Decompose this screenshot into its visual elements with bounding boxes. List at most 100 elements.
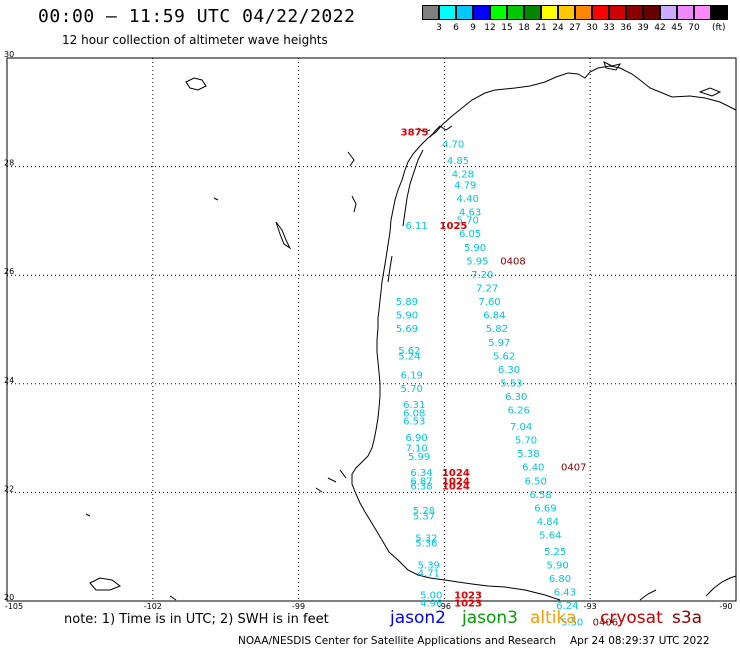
pass-time-label: 0407 xyxy=(561,463,586,474)
wave-height-label: 5.39 xyxy=(418,560,440,571)
wave-height-label: 5.36 xyxy=(415,539,437,550)
wave-height-label: 6.58 xyxy=(529,490,551,501)
longitude-label: -99 xyxy=(292,602,305,611)
color-swatch xyxy=(592,5,609,20)
wave-height-label: 6.53 xyxy=(403,417,425,428)
wave-height-label: 5.53 xyxy=(500,379,522,390)
latitude-label: 24 xyxy=(4,376,14,385)
longitude-label: -93 xyxy=(584,602,597,611)
axis-tick-labels: 30 28 26 24 22 20-105 -102 -99 -96 -93 -90 xyxy=(4,50,733,611)
wave-height-label: 5.70 xyxy=(457,216,479,227)
map-title: 00:00 – 11:59 UTC 04/22/2022 xyxy=(38,6,356,27)
color-swatch xyxy=(711,5,728,20)
wave-height-label: 4.63 xyxy=(459,207,481,218)
wave-height-label: 6.38 xyxy=(410,482,432,493)
latitude-label: 20 xyxy=(4,593,14,602)
footer-credit: NOAA/NESDIS Center for Satellite Applica… xyxy=(238,635,556,647)
color-scale-tick: 36 xyxy=(620,23,632,33)
map-frame xyxy=(6,57,737,602)
wave-height-label: 6.87 xyxy=(410,476,432,487)
wave-height-label: 5.50 xyxy=(561,617,583,628)
color-scale-tick: 42 xyxy=(654,23,666,33)
wave-height-label: 5.90 xyxy=(464,243,486,254)
color-scale-tick: 15 xyxy=(501,23,513,33)
longitude-label: -90 xyxy=(719,602,732,611)
color-scale-tick: 70 xyxy=(688,23,700,33)
wave-height-label: 4.96 xyxy=(420,598,442,609)
wave-height-label: 6.30 xyxy=(498,365,520,376)
mission-legend-s3a: s3a xyxy=(672,608,703,628)
color-swatch xyxy=(473,5,490,20)
longitude-label: -105 xyxy=(5,602,23,611)
pass-time-label: 1024 xyxy=(442,468,470,479)
pass-time-label: 1024 xyxy=(442,476,470,487)
latitude-label: 30 xyxy=(4,50,14,59)
color-swatch xyxy=(507,5,524,20)
mission-legend-cryosat: cryosat xyxy=(600,608,663,628)
pass-time-label: 0406 xyxy=(593,617,618,628)
wave-height-label: 5.25 xyxy=(544,547,566,558)
wave-height-label: 6.19 xyxy=(401,370,423,381)
wave-height-label: 6.08 xyxy=(403,408,425,419)
wave-height-label: 5.89 xyxy=(396,297,418,308)
wave-height-label: 5.24 xyxy=(398,351,420,362)
wave-height-label: 5.95 xyxy=(466,256,488,267)
pass-time-label: 0408 xyxy=(500,256,525,267)
wave-height-label: 6.43 xyxy=(554,588,576,599)
wave-height-label: 6.30 xyxy=(505,392,527,403)
wave-height-label: 4.84 xyxy=(537,517,559,528)
color-swatch xyxy=(677,5,694,20)
wave-height-label: 6.34 xyxy=(410,468,432,479)
wave-height-label: 4.79 xyxy=(454,180,476,191)
wave-height-label: 7.04 xyxy=(510,422,532,433)
wave-height-label: 5.38 xyxy=(517,449,539,460)
color-scale-tick: 6 xyxy=(453,23,459,33)
wave-height-label: 5.90 xyxy=(546,560,568,571)
color-swatch xyxy=(490,5,507,20)
wave-height-label: 4.28 xyxy=(452,169,474,180)
footer-timestamp: Apr 24 08:29:37 UTC 2022 xyxy=(570,635,710,647)
color-swatch xyxy=(439,5,456,20)
wave-height-label: 5.00 xyxy=(420,590,442,601)
wave-height-label: 5.90 xyxy=(396,311,418,322)
wave-height-label: 5.97 xyxy=(488,338,510,349)
wave-height-label: 5.37 xyxy=(413,512,435,523)
color-swatch xyxy=(558,5,575,20)
latitude-label: 22 xyxy=(4,484,14,493)
wave-height-label: 5.69 xyxy=(396,324,418,335)
longitude-label: -96 xyxy=(438,602,451,611)
mission-legend-jason3: jason3 xyxy=(462,608,518,628)
latitude-label: 28 xyxy=(4,159,14,168)
wave-height-label: 5.28 xyxy=(413,506,435,517)
color-swatch xyxy=(694,5,711,20)
pass-time-label: 1024 xyxy=(442,482,470,493)
pass-time-label: 1023 xyxy=(454,590,482,601)
wave-height-label: 6.84 xyxy=(483,311,505,322)
coastline xyxy=(85,61,737,601)
color-scale-tick: 27 xyxy=(569,23,581,33)
color-scale-unit: (ft) xyxy=(712,23,726,33)
s3a-wave-labels: 0408 0407 0406 xyxy=(500,256,618,628)
wave-height-label: 7.60 xyxy=(478,297,500,308)
color-swatch xyxy=(660,5,677,20)
wave-height-label: 7.20 xyxy=(471,270,493,281)
wave-height-label: 5.70 xyxy=(515,436,537,447)
color-scale-tick: 18 xyxy=(518,23,530,33)
wave-height-label: 5.62 xyxy=(398,346,420,357)
jason2-wave-labels: 4.704.854.284.794.404.635.706.116.055.90… xyxy=(396,140,584,629)
legend-note: note: 1) Time is in UTC; 2) SWH is in fe… xyxy=(64,612,329,627)
wave-height-label: 6.80 xyxy=(549,574,571,585)
wave-height-label: 5.70 xyxy=(401,384,423,395)
wave-height-label: 4.71 xyxy=(418,569,440,580)
color-scale-tick: 3 xyxy=(436,23,442,33)
wave-height-label: 6.50 xyxy=(525,476,547,487)
wave-height-label: 6.90 xyxy=(406,433,428,444)
longitude-label: -102 xyxy=(144,602,162,611)
wave-height-label: 6.05 xyxy=(459,229,481,240)
color-scale-tick: 12 xyxy=(484,23,496,33)
wave-height-label: 6.40 xyxy=(522,463,544,474)
color-scale-tick: 45 xyxy=(671,23,683,33)
wave-height-label: 6.26 xyxy=(508,406,530,417)
